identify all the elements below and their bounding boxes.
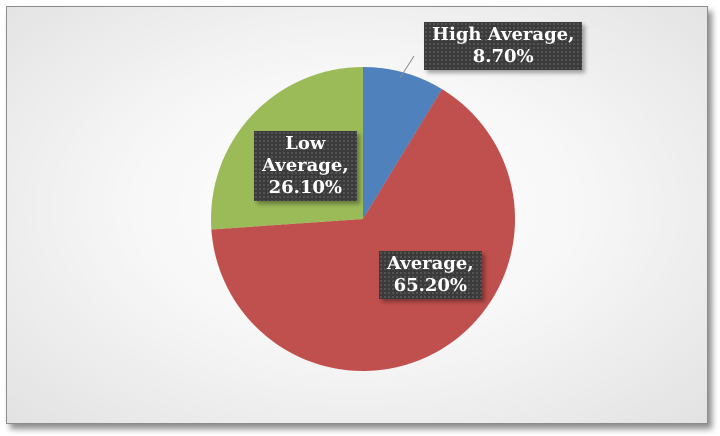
pie-slice-average [211,89,515,371]
data-label-average: Average, 65.20% [379,251,482,299]
data-label-high-average-line1: High Average, [432,24,575,45]
data-label-low-average-line2: Average, [262,155,349,176]
data-label-average-line1: Average, [387,253,474,274]
data-label-average-line2: 65.20% [393,275,468,296]
chart-frame: High Average, 8.70% Average, 65.20% Low … [6,6,708,424]
pie-slice-high-average [363,67,443,219]
leader-line-high-average [399,55,415,79]
data-label-low-average-line1: Low [285,133,326,154]
pie-chart [210,55,515,371]
data-label-low-average: Low Average, 26.10% [254,131,357,201]
data-label-high-average: High Average, 8.70% [424,22,583,70]
data-label-high-average-line2: 8.70% [472,46,534,67]
data-label-low-average-line3: 26.10% [268,177,343,198]
